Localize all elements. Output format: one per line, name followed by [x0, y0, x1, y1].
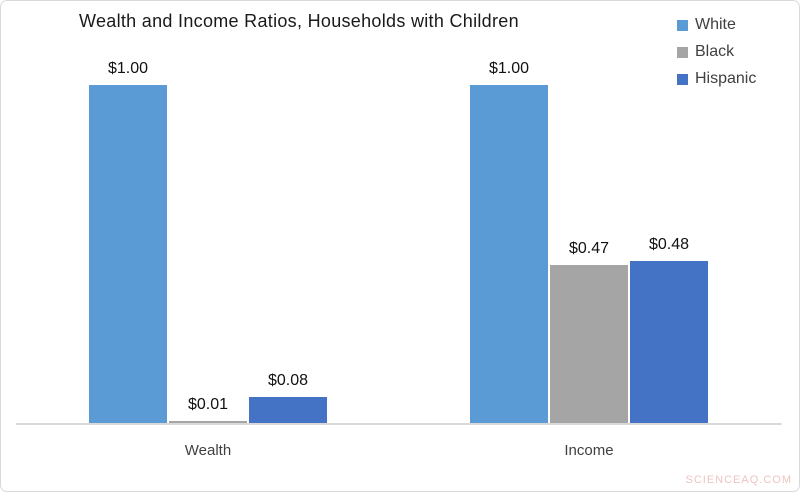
x-axis-line: [16, 423, 782, 425]
watermark: SCIENCEAQ.COM: [685, 474, 792, 486]
bar-black-income: [550, 265, 628, 424]
bar-hispanic-wealth: [249, 397, 327, 424]
bar-hispanic-income: [630, 261, 708, 424]
value-label-white-wealth: $1.00: [107, 60, 149, 77]
legend-item-label: Hispanic: [695, 70, 757, 87]
legend-item-hispanic: Hispanic: [677, 69, 756, 89]
category-label-income: Income: [564, 442, 614, 459]
legend-item-label: Black: [695, 43, 735, 60]
legend-item-white: White: [677, 15, 756, 35]
bar-white-income: [470, 85, 548, 424]
bar-black-wealth: [169, 421, 247, 424]
legend-swatch-icon: [677, 19, 688, 31]
value-label-hispanic-income: $0.48: [648, 236, 690, 253]
legend-swatch-icon: [677, 73, 688, 85]
value-label-hispanic-wealth: $0.08: [267, 372, 309, 389]
category-label-wealth: Wealth: [184, 442, 232, 459]
value-label-white-income: $1.00: [488, 60, 530, 77]
legend: White Black Hispanic: [677, 15, 756, 89]
legend-swatch-icon: [677, 46, 688, 58]
bar-white-wealth: [89, 85, 167, 424]
value-label-black-income: $0.47: [568, 240, 610, 257]
legend-item-label: White: [695, 16, 736, 33]
chart-title: Wealth and Income Ratios, Households wit…: [79, 11, 519, 31]
legend-item-black: Black: [677, 42, 756, 62]
value-label-black-wealth: $0.01: [187, 396, 229, 413]
